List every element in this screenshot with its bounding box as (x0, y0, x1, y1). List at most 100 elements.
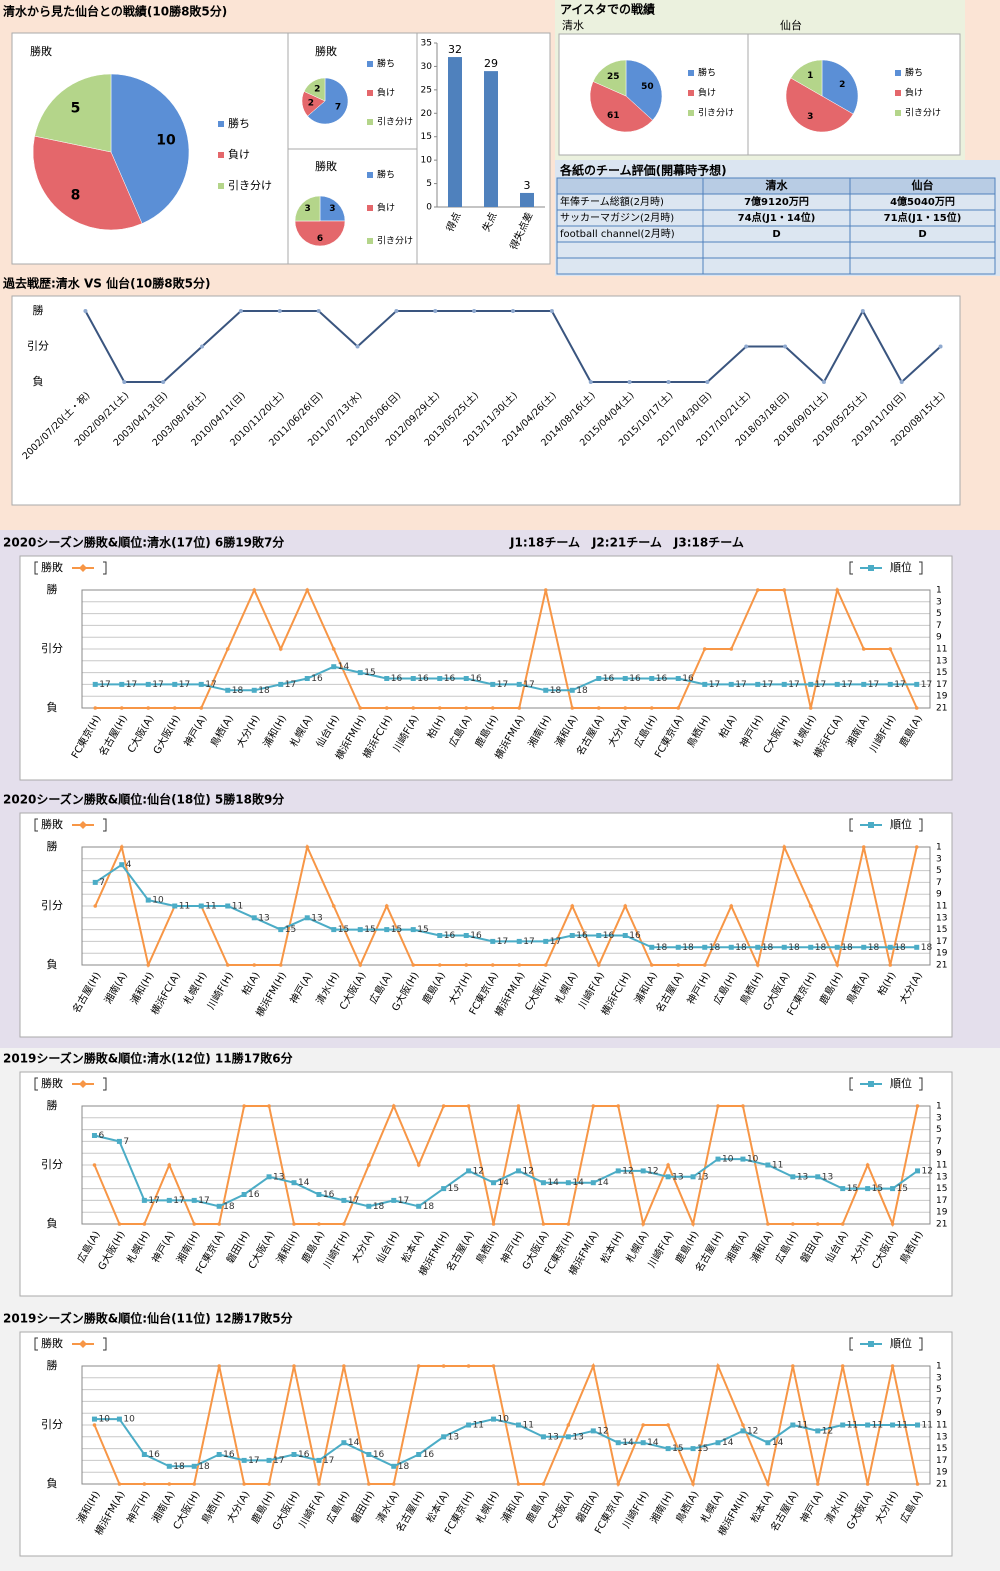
value-label: 14 (597, 1178, 609, 1188)
marker (491, 1364, 496, 1368)
marker (331, 927, 337, 933)
y-tick-label: 引分 (41, 1417, 63, 1431)
marker (716, 1364, 720, 1368)
marker (384, 927, 390, 933)
y2-tick-label: 7 (936, 1137, 942, 1147)
marker (292, 1364, 296, 1368)
value-label: 14 (772, 1438, 784, 1448)
marker (391, 1104, 396, 1108)
marker (741, 1104, 745, 1108)
marker (691, 1482, 695, 1486)
marker (472, 309, 477, 313)
marker (305, 845, 310, 849)
marker (251, 915, 257, 921)
value-label: 17 (285, 680, 296, 690)
value-label: 14 (348, 1438, 360, 1448)
legend-swatch (367, 205, 373, 211)
value-label: 7 (99, 878, 105, 888)
marker (566, 1222, 571, 1226)
marker (242, 1104, 246, 1108)
marker (145, 681, 151, 687)
marker (865, 1163, 870, 1167)
legend-label: 引き分け (377, 117, 413, 128)
value-label: 16 (417, 674, 429, 684)
y2-tick-label: 17 (936, 680, 947, 690)
marker (755, 588, 760, 592)
marker (861, 681, 867, 687)
y2-tick-label: 3 (936, 597, 942, 607)
value-label: 16 (248, 1190, 260, 1200)
marker (590, 1428, 596, 1434)
marker (543, 588, 548, 592)
marker (565, 1434, 571, 1440)
value-label: 17 (173, 1196, 184, 1206)
y2-tick-label: 15 (936, 668, 947, 678)
table-text: 74点(J1・14位) (738, 211, 816, 224)
table-header-cell (556, 177, 704, 195)
legend-bracket (103, 561, 107, 575)
value-label: 17 (179, 680, 190, 690)
panel (11, 295, 961, 506)
y-tick-label: 引分 (41, 898, 63, 912)
marker (119, 706, 124, 710)
marker (141, 1452, 147, 1457)
marker (316, 309, 321, 313)
marker (291, 1180, 297, 1186)
marker (167, 1482, 172, 1486)
value-label: 11 (922, 1421, 933, 1431)
marker (341, 1197, 347, 1203)
marker (890, 1364, 895, 1368)
marker (540, 1180, 546, 1186)
value-label: 17 (841, 680, 852, 690)
legend-marker (868, 565, 874, 571)
y2-tick-label: 19 (936, 1468, 948, 1478)
y2-tick-label: 11 (936, 1421, 947, 1431)
marker (141, 1197, 147, 1203)
marker (640, 1440, 646, 1446)
y-tick-label: 勝 (33, 303, 44, 317)
value-label: 16 (323, 1190, 335, 1200)
marker (666, 1423, 670, 1427)
marker (791, 1364, 795, 1368)
pie-label: 2 (308, 99, 314, 109)
marker (216, 1203, 222, 1209)
value-label: 16 (148, 1450, 160, 1460)
value-label: 16 (656, 674, 668, 684)
marker (416, 1163, 421, 1167)
value-label: 14 (722, 1438, 734, 1448)
legend-label: 負け (698, 87, 716, 99)
marker (466, 1422, 472, 1428)
value-label: 11 (797, 1421, 808, 1431)
value-label: 17 (497, 937, 508, 947)
marker (441, 1364, 446, 1368)
marker (199, 706, 204, 710)
series-line (93, 1103, 919, 1228)
value-label: 11 (232, 902, 243, 912)
value-label: 15 (391, 925, 402, 935)
value-label: 18 (762, 943, 774, 953)
marker (675, 944, 681, 950)
marker (358, 963, 363, 967)
marker (391, 1463, 397, 1469)
value-label: 12 (522, 1166, 533, 1176)
y-tick-label: 35 (421, 39, 432, 49)
legend-label: 勝ち (377, 58, 395, 70)
marker (588, 380, 593, 384)
value-label: 18 (423, 1202, 435, 1212)
y-tick-label: 負 (47, 701, 58, 714)
pie-slice (785, 77, 854, 133)
value-label: 15 (847, 1184, 858, 1194)
marker (463, 933, 469, 938)
y-tick-label: 勝 (47, 1098, 58, 1112)
pie-slice (307, 77, 349, 125)
marker (840, 1222, 845, 1226)
value-label: 15 (697, 1444, 708, 1454)
marker (515, 1422, 521, 1428)
marker (441, 1104, 446, 1108)
table-text: 4億5040万円 (890, 195, 955, 208)
legend-label: 勝ち (228, 116, 250, 130)
legend-bracket (849, 1337, 853, 1351)
marker (591, 1104, 596, 1108)
marker (172, 903, 178, 909)
marker (765, 1440, 771, 1446)
